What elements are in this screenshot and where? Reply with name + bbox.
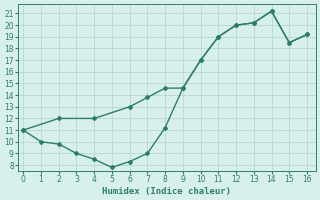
X-axis label: Humidex (Indice chaleur): Humidex (Indice chaleur) (102, 187, 231, 196)
